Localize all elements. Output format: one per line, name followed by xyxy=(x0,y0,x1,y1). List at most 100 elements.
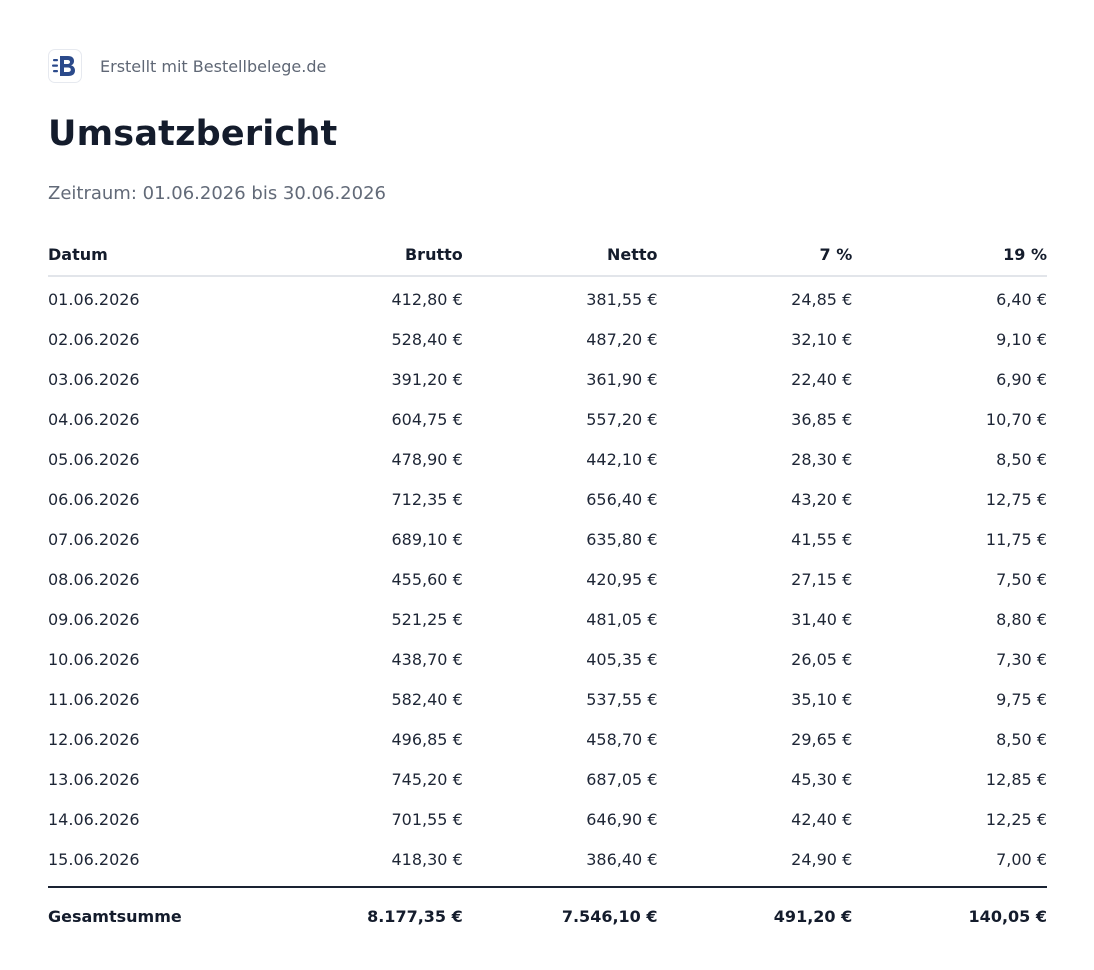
bestellbelege-logo-icon xyxy=(48,49,82,83)
table-row: 06.06.2026 712,35 € 656,40 € 43,20 € 12,75 € xyxy=(48,479,1047,519)
cell-net: 487,20 € xyxy=(586,329,658,349)
cell-net: 458,70 € xyxy=(586,729,658,749)
cell-gross: 478,90 € xyxy=(391,449,463,469)
cell-net: 537,55 € xyxy=(586,689,658,709)
total-gross: 8.177,35 € xyxy=(268,886,463,944)
cell-vat-7: 36,85 € xyxy=(791,409,853,429)
cell-vat-19: 11,75 € xyxy=(985,529,1047,549)
cell-gross: 582,40 € xyxy=(391,689,463,709)
cell-gross: 438,70 € xyxy=(391,649,463,669)
cell-gross: 604,75 € xyxy=(391,409,463,429)
cell-date: 11.06.2026 xyxy=(48,689,140,709)
column-header-net: Netto xyxy=(462,233,658,277)
cell-date: 05.06.2026 xyxy=(48,449,140,469)
total-row: Gesamtsumme 8.177,35 € 7.546,10 € 491,20… xyxy=(48,886,1047,944)
cell-vat-7: 29,65 € xyxy=(791,729,853,749)
spacer-row xyxy=(48,879,1047,887)
cell-vat-19: 8,50 € xyxy=(996,729,1047,749)
page-title: Umsatzbericht xyxy=(48,114,338,154)
cell-vat-7: 27,15 € xyxy=(791,569,853,589)
cell-vat-7: 45,30 € xyxy=(791,769,853,789)
cell-net: 442,10 € xyxy=(586,449,658,469)
cell-vat-19: 9,10 € xyxy=(996,329,1047,349)
brand-text: Erstellt mit Bestellbelege.de xyxy=(100,56,327,76)
cell-date: 06.06.2026 xyxy=(48,489,140,509)
table-row: 08.06.2026 455,60 € 420,95 € 27,15 € 7,50 € xyxy=(48,559,1047,599)
cell-gross: 391,20 € xyxy=(391,369,463,389)
cell-net: 481,05 € xyxy=(586,609,658,629)
cell-vat-19: 12,85 € xyxy=(985,769,1047,789)
cell-date: 15.06.2026 xyxy=(48,849,140,869)
cell-vat-19: 7,00 € xyxy=(996,849,1047,869)
cell-vat-19: 8,50 € xyxy=(996,449,1047,469)
cell-vat-7: 26,05 € xyxy=(791,649,853,669)
report-period: Zeitraum: 01.06.2026 bis 30.06.2026 xyxy=(48,183,386,204)
cell-vat-19: 8,80 € xyxy=(996,609,1047,629)
table-row: 05.06.2026 478,90 € 442,10 € 28,30 € 8,50 € xyxy=(48,439,1047,479)
table-row: 07.06.2026 689,10 € 635,80 € 41,55 € 11,75 € xyxy=(48,519,1047,559)
cell-date: 09.06.2026 xyxy=(48,609,140,629)
cell-vat-19: 9,75 € xyxy=(996,689,1047,709)
cell-vat-7: 24,85 € xyxy=(791,289,853,309)
cell-vat-7: 35,10 € xyxy=(791,689,853,709)
table-row: 09.06.2026 521,25 € 481,05 € 31,40 € 8,80 € xyxy=(48,599,1047,639)
cell-net: 361,90 € xyxy=(586,369,658,389)
cell-gross: 455,60 € xyxy=(391,569,463,589)
cell-net: 405,35 € xyxy=(586,649,658,669)
cell-date: 14.06.2026 xyxy=(48,809,140,829)
cell-gross: 412,80 € xyxy=(391,289,463,309)
column-header-date: Datum xyxy=(48,233,268,277)
cell-net: 557,20 € xyxy=(586,409,658,429)
table-row: 02.06.2026 528,40 € 487,20 € 32,10 € 9,10 € xyxy=(48,319,1047,359)
table-footer: Gesamtsumme 8.177,35 € 7.546,10 € 491,20… xyxy=(48,879,1047,944)
cell-vat-7: 22,40 € xyxy=(791,369,853,389)
column-header-vat-7: 7 % xyxy=(657,233,853,277)
cell-vat-7: 28,30 € xyxy=(791,449,853,469)
cell-vat-7: 43,20 € xyxy=(791,489,853,509)
cell-gross: 689,10 € xyxy=(391,529,463,549)
table-row: 13.06.2026 745,20 € 687,05 € 45,30 € 12,85 € xyxy=(48,759,1047,799)
cell-vat-7: 24,90 € xyxy=(791,849,853,869)
table-row: 03.06.2026 391,20 € 361,90 € 22,40 € 6,90 € xyxy=(48,359,1047,399)
cell-date: 03.06.2026 xyxy=(48,369,140,389)
table-row: 14.06.2026 701,55 € 646,90 € 42,40 € 12,25 € xyxy=(48,799,1047,839)
cell-net: 687,05 € xyxy=(586,769,658,789)
cell-date: 02.06.2026 xyxy=(48,329,140,349)
cell-vat-19: 10,70 € xyxy=(985,409,1047,429)
table-header: Datum Brutto Netto 7 % 19 % xyxy=(48,233,1047,277)
cell-gross: 701,55 € xyxy=(391,809,463,829)
table-row: 04.06.2026 604,75 € 557,20 € 36,85 € 10,70 € xyxy=(48,399,1047,439)
cell-vat-19: 6,90 € xyxy=(996,369,1047,389)
cell-date: 01.06.2026 xyxy=(48,289,140,309)
cell-vat-19: 12,75 € xyxy=(985,489,1047,509)
cell-gross: 712,35 € xyxy=(391,489,463,509)
cell-vat-7: 31,40 € xyxy=(791,609,853,629)
total-vat-7: 491,20 € xyxy=(657,886,853,944)
cell-gross: 418,30 € xyxy=(391,849,463,869)
logo-mark-icon xyxy=(52,56,75,76)
cell-vat-7: 32,10 € xyxy=(791,329,853,349)
cell-net: 635,80 € xyxy=(586,529,658,549)
cell-net: 381,55 € xyxy=(586,289,658,309)
cell-date: 04.06.2026 xyxy=(48,409,140,429)
table-row: 10.06.2026 438,70 € 405,35 € 26,05 € 7,30 € xyxy=(48,639,1047,679)
cell-gross: 521,25 € xyxy=(391,609,463,629)
total-vat-19: 140,05 € xyxy=(852,886,1047,944)
total-net: 7.546,10 € xyxy=(462,886,658,944)
cell-vat-19: 7,30 € xyxy=(996,649,1047,669)
cell-date: 10.06.2026 xyxy=(48,649,140,669)
brand-header: Erstellt mit Bestellbelege.de xyxy=(48,48,326,84)
cell-vat-7: 41,55 € xyxy=(791,529,853,549)
cell-vat-7: 42,40 € xyxy=(791,809,853,829)
table-row: 15.06.2026 418,30 € 386,40 € 24,90 € 7,00 € xyxy=(48,839,1047,879)
cell-net: 420,95 € xyxy=(586,569,658,589)
cell-gross: 496,85 € xyxy=(391,729,463,749)
cell-vat-19: 12,25 € xyxy=(985,809,1047,829)
cell-net: 656,40 € xyxy=(586,489,658,509)
cell-date: 08.06.2026 xyxy=(48,569,140,589)
table-row: 12.06.2026 496,85 € 458,70 € 29,65 € 8,50 € xyxy=(48,719,1047,759)
table-body: 01.06.2026 412,80 € 381,55 € 24,85 € 6,40 € 0… xyxy=(48,276,1047,879)
cell-gross: 745,20 € xyxy=(391,769,463,789)
cell-vat-19: 6,40 € xyxy=(996,289,1047,309)
